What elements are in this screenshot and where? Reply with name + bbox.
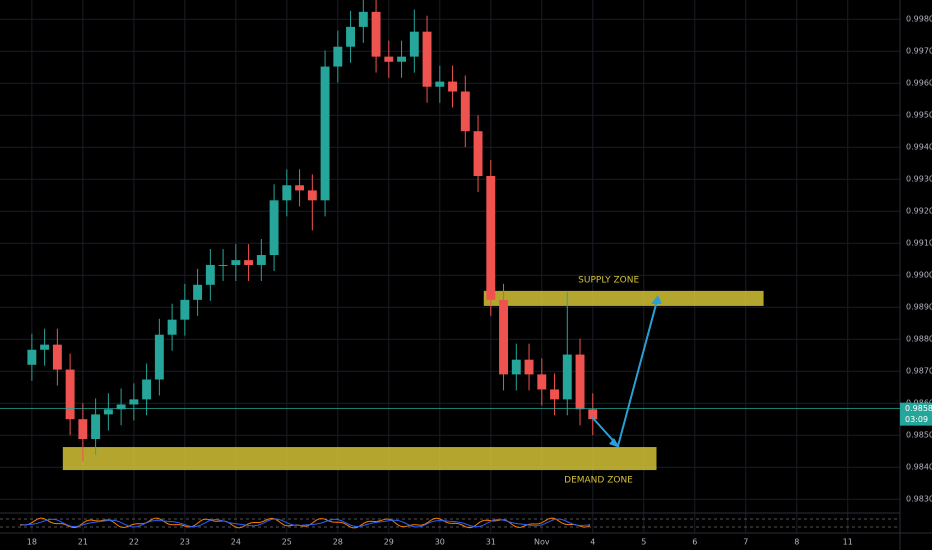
x-tick-label: 7	[743, 538, 748, 547]
x-tick-label: 25	[282, 538, 292, 547]
candle-body	[193, 284, 203, 300]
x-tick-label: 18	[27, 538, 37, 547]
candle-body	[588, 409, 598, 420]
zones: SUPPLY ZONE DEMAND ZONE	[62, 275, 764, 486]
candle-body	[435, 81, 445, 87]
x-tick-label: 6	[692, 538, 697, 547]
grid	[0, 0, 900, 533]
x-tick-label: 8	[794, 538, 799, 547]
axes: 0.983000.984000.985000.986000.987000.988…	[0, 15, 932, 547]
candle-body	[537, 374, 547, 390]
candle-body	[550, 389, 559, 400]
candles	[27, 0, 598, 462]
x-tick-label: 23	[180, 538, 190, 547]
candle-body	[269, 200, 279, 256]
candle-body	[231, 260, 241, 265]
candle-body	[256, 255, 266, 265]
candle-body	[154, 334, 164, 380]
candle-body	[142, 379, 152, 400]
oscillator-line	[19, 518, 591, 528]
last-price-label: 0.98583	[905, 404, 932, 413]
candle-body	[346, 26, 356, 47]
candle-body	[180, 299, 190, 320]
candle-body	[460, 91, 470, 132]
candle-body	[52, 344, 62, 370]
zone	[62, 447, 657, 471]
x-tick-label: 5	[641, 538, 646, 547]
candle-body	[40, 344, 50, 350]
candle-body	[384, 56, 394, 62]
x-tick-label: 22	[129, 538, 139, 547]
candle-body	[218, 264, 228, 266]
oscillator-line	[19, 517, 591, 529]
candle-body	[167, 319, 177, 335]
zone	[483, 290, 764, 306]
candle-body	[397, 56, 407, 62]
candle-body	[320, 66, 330, 201]
candle-body	[524, 359, 534, 375]
zone-label: SUPPLY ZONE	[578, 275, 639, 285]
candle-body	[282, 185, 292, 201]
candle-body	[499, 299, 509, 375]
x-tick-label: 30	[435, 538, 445, 547]
candle-body	[575, 354, 585, 410]
candle-body	[307, 190, 317, 201]
arrow-head	[609, 438, 620, 448]
y-tick-label: 0.99800	[906, 15, 932, 24]
candle-body	[27, 349, 37, 365]
x-tick-label: 11	[843, 538, 853, 547]
candle-body	[562, 354, 572, 400]
candle-body	[205, 264, 215, 285]
x-tick-label: 24	[231, 538, 241, 547]
last-price-box	[900, 402, 932, 426]
zone-label: DEMAND ZONE	[564, 476, 633, 486]
candle-body	[78, 419, 88, 440]
candle-body	[129, 399, 139, 405]
candle-body	[91, 414, 101, 440]
candle-body	[422, 31, 432, 87]
candle-body	[103, 409, 113, 415]
candle-body	[295, 185, 305, 191]
countdown-label: 03:09	[905, 415, 928, 424]
candle-body	[358, 11, 368, 27]
x-tick-label: 28	[333, 538, 343, 547]
candle-body	[116, 404, 126, 410]
arrow-head	[651, 295, 662, 304]
x-tick-label: 4	[590, 538, 595, 547]
x-tick-label: 21	[78, 538, 88, 547]
x-tick-label: Nov	[534, 538, 550, 547]
overlay	[591, 295, 662, 449]
candle-body	[448, 81, 458, 92]
candle-body	[486, 176, 496, 300]
candle-body	[371, 11, 381, 57]
candle-body	[409, 31, 419, 57]
candle-body	[244, 260, 254, 265]
candle-body	[473, 131, 483, 176]
x-tick-label: 31	[486, 538, 496, 547]
candle-body	[65, 369, 75, 420]
x-tick-label: 29	[384, 538, 394, 547]
candle-body	[333, 46, 343, 67]
candle-body	[511, 359, 521, 375]
